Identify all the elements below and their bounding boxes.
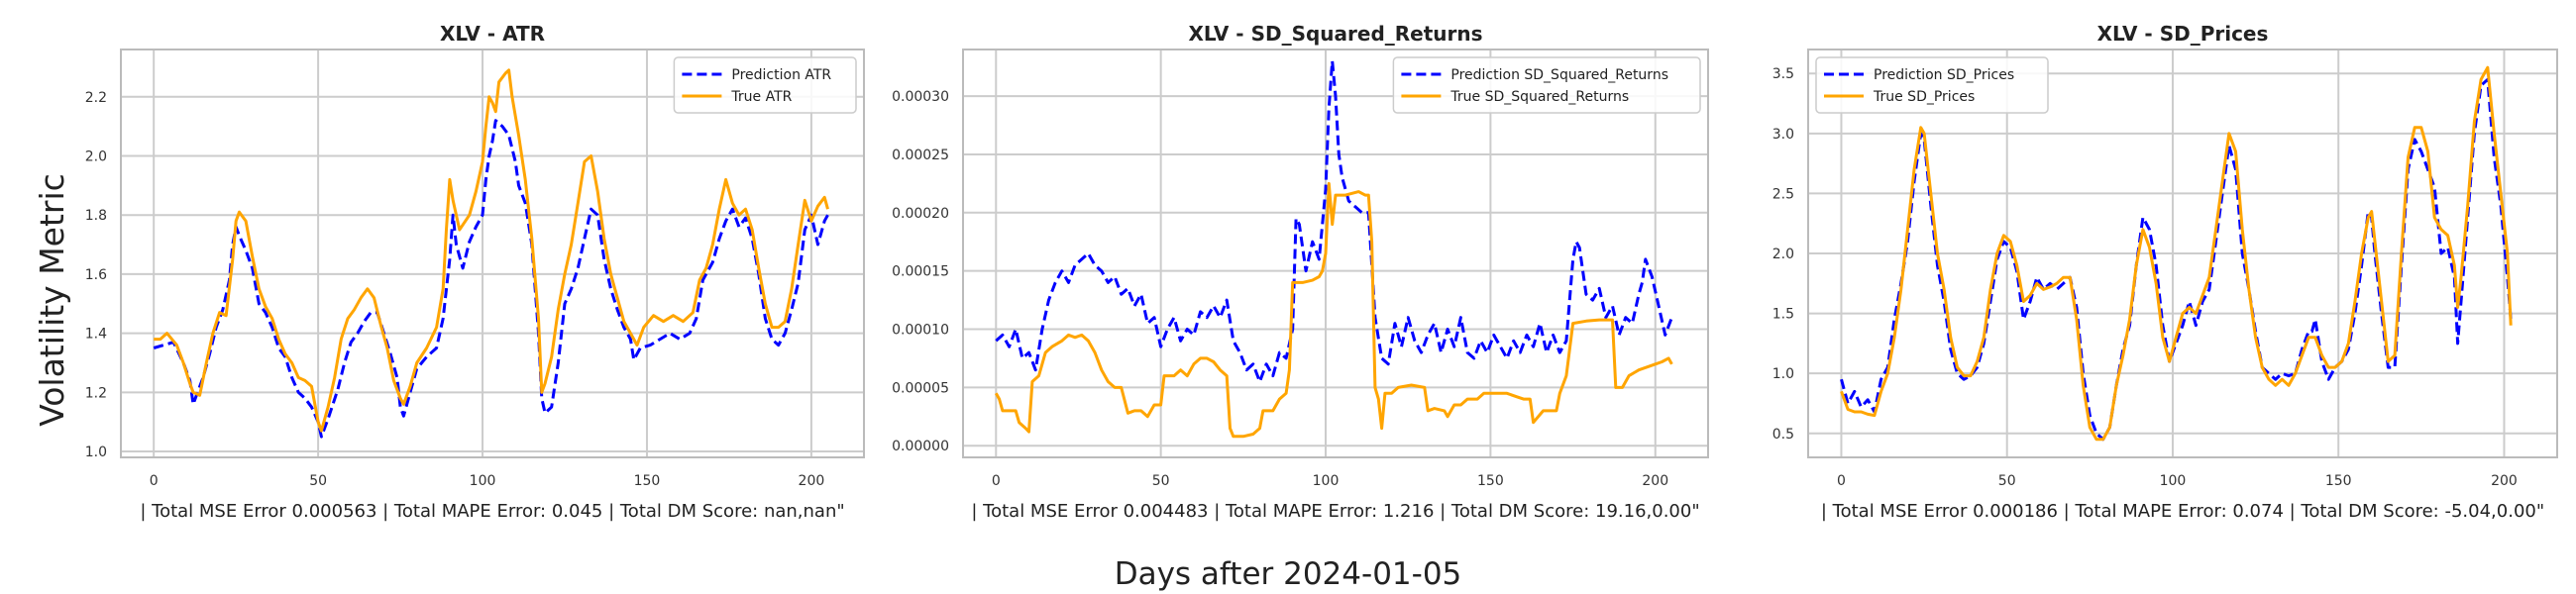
legend-box bbox=[673, 56, 857, 114]
x-tick-label: 0 bbox=[150, 473, 159, 489]
chart-panel-3: 0 50 100 150 200 0.5 1.0 1.5 2.0 2.5 3.0 3.5 XLV - S… bbox=[1772, 22, 2558, 522]
legend: Prediction SD_Prices True SD_Prices bbox=[1815, 56, 2049, 114]
y-tick-label: 2.2 bbox=[85, 90, 107, 106]
figure-ylabel: Volatility Metric bbox=[33, 173, 71, 427]
legend: Prediction SD_Squared_Returns True SD_Squ… bbox=[1392, 56, 1701, 114]
legend-box bbox=[1815, 56, 2049, 114]
legend-box bbox=[1392, 56, 1701, 114]
y-tick-label: 2.0 bbox=[1772, 247, 1794, 262]
legend-label: Prediction SD_Prices bbox=[1874, 67, 2014, 83]
plot-frame bbox=[962, 49, 1709, 458]
y-tick-label: 2.0 bbox=[85, 148, 107, 164]
true-line bbox=[154, 68, 829, 433]
true-line bbox=[994, 181, 1673, 439]
legend-label: True SD_Prices bbox=[1873, 89, 1975, 105]
y-tick-label: 0.00030 bbox=[892, 89, 949, 105]
chart-title: XLV - SD_Squared_Returns bbox=[1188, 22, 1482, 46]
y-tick-label: 1.4 bbox=[85, 327, 107, 343]
prediction-line bbox=[995, 59, 1673, 383]
y-tick-label: 0.00005 bbox=[892, 380, 949, 396]
y-tick-label: 1.6 bbox=[85, 267, 107, 283]
x-tick-label: 150 bbox=[2325, 473, 2352, 489]
x-tick-label: 50 bbox=[309, 473, 327, 489]
legend-label: Prediction SD_Squared_Returns bbox=[1450, 67, 1668, 83]
y-tick-label: 0.00020 bbox=[892, 206, 949, 222]
legend-label: Prediction ATR bbox=[731, 67, 831, 83]
chart-title: XLV - ATR bbox=[440, 22, 545, 46]
y-tick-label: 0.5 bbox=[1772, 427, 1794, 443]
true-line bbox=[1840, 65, 2513, 442]
x-tick-label: 100 bbox=[470, 473, 496, 489]
y-tick-label: 1.5 bbox=[1772, 307, 1794, 323]
legend-label: True SD_Squared_Returns bbox=[1449, 89, 1629, 105]
y-tick-label: 0.00010 bbox=[892, 323, 949, 339]
y-tick-label: 0.00015 bbox=[892, 264, 949, 280]
plot-frame bbox=[120, 49, 865, 458]
x-axis-label: | Total MSE Error 0.000186 | Total MAPE … bbox=[1821, 501, 2544, 522]
charts-container: 0 50 100 150 200 1.0 1.2 1.4 1.6 1.8 2.0 2.2 XLV - A… bbox=[85, 22, 2558, 522]
x-tick-label: 200 bbox=[2491, 473, 2518, 489]
x-tick-label: 150 bbox=[1477, 473, 1504, 489]
y-tick-label: 1.2 bbox=[85, 385, 107, 401]
x-tick-label: 100 bbox=[1313, 473, 1340, 489]
y-tick-label: 0.00000 bbox=[892, 439, 949, 454]
x-gridlines bbox=[153, 50, 812, 457]
prediction-line bbox=[153, 119, 829, 439]
x-axis-label: | Total MSE Error 0.000563 | Total MAPE … bbox=[140, 501, 844, 522]
y-tick-label: 3.0 bbox=[1772, 127, 1794, 143]
legend: Prediction ATR True ATR bbox=[673, 56, 857, 114]
y-tick-label: 3.5 bbox=[1772, 66, 1794, 82]
x-tick-label: 100 bbox=[2160, 473, 2187, 489]
x-tick-label: 50 bbox=[1152, 473, 1170, 489]
chart-title: XLV - SD_Prices bbox=[2097, 22, 2269, 46]
y-tick-label: 1.0 bbox=[1772, 366, 1794, 382]
x-tick-label: 200 bbox=[799, 473, 825, 489]
plot-frame bbox=[1807, 49, 2558, 458]
y-tick-label: 1.8 bbox=[85, 208, 107, 224]
x-tick-label: 200 bbox=[1642, 473, 1668, 489]
x-axis-label: | Total MSE Error 0.004483 | Total MAPE … bbox=[971, 501, 1699, 522]
plot-background bbox=[121, 50, 864, 457]
x-tick-label: 0 bbox=[992, 473, 1001, 489]
y-tick-label: 0.00025 bbox=[892, 148, 949, 163]
chart-panel-1: 0 50 100 150 200 1.0 1.2 1.4 1.6 1.8 2.0 2.2 XLV - A… bbox=[85, 22, 865, 522]
chart-panel-2: 0 50 100 150 200 0.00000 0.00005 0.00010 0.00015… bbox=[892, 22, 1709, 522]
x-tick-label: 150 bbox=[634, 473, 661, 489]
y-tick-label: 1.0 bbox=[85, 445, 107, 460]
y-tick-label: 2.5 bbox=[1772, 186, 1794, 202]
plot-background bbox=[963, 50, 1708, 457]
figure-xlabel: Days after 2024-01-05 bbox=[1115, 556, 1462, 592]
x-tick-label: 50 bbox=[1998, 473, 2016, 489]
legend-label: True ATR bbox=[730, 89, 792, 105]
x-tick-label: 0 bbox=[1837, 473, 1846, 489]
